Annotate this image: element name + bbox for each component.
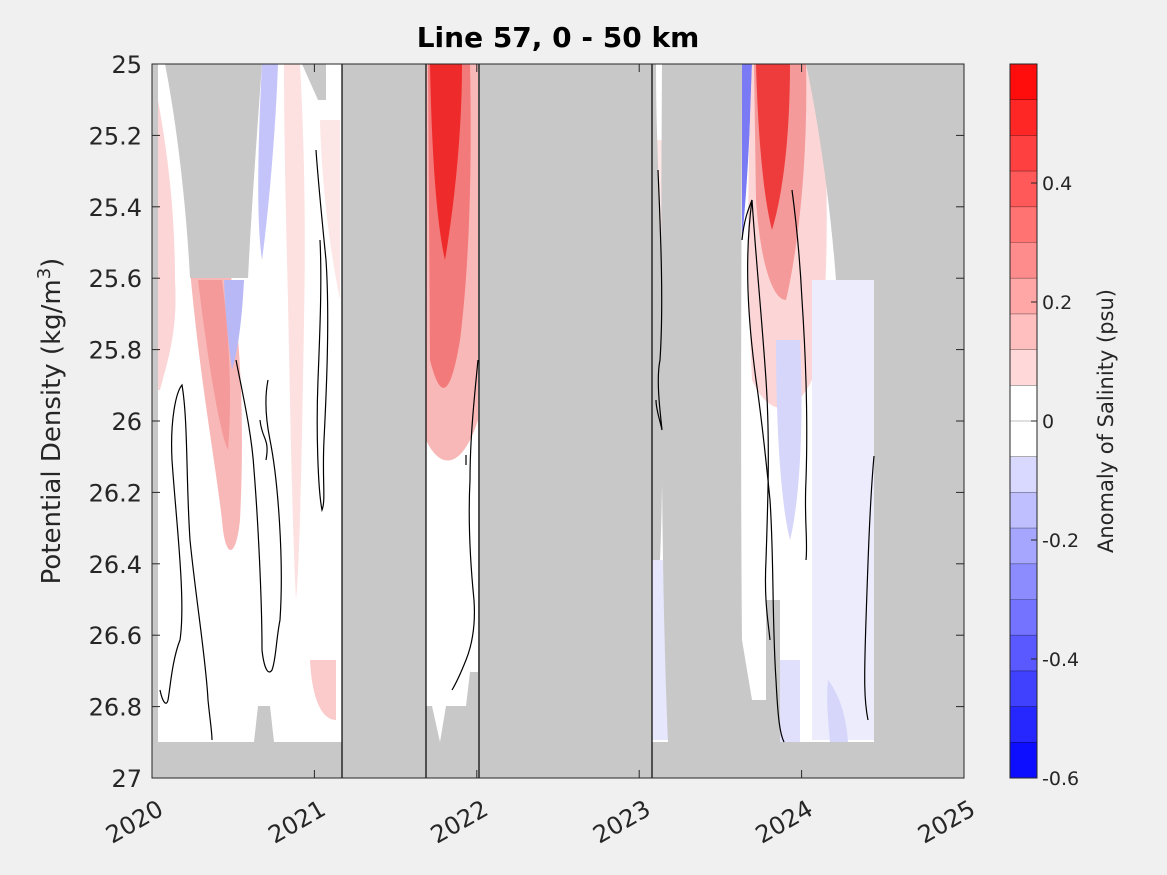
contour-2023-d <box>747 199 785 743</box>
colorbar-tick-label: 0.2 <box>1042 292 1072 314</box>
y-tick-label: 26 <box>111 408 142 436</box>
colorbar-tick-label: 0.4 <box>1042 173 1072 195</box>
y-axis-label: Potential Density (kg/m3) <box>34 258 67 585</box>
y-tick-label: 26.6 <box>89 622 142 650</box>
colorbar-level <box>1010 528 1037 565</box>
anomaly-pos-2021-core <box>430 64 462 260</box>
x-tick-label: 2022 <box>426 795 493 850</box>
colorbar-level <box>1010 599 1037 636</box>
no-data-2020-notch <box>254 706 274 742</box>
colorbar-level <box>1010 135 1037 172</box>
colorbar-tick-label: -0.4 <box>1042 649 1079 671</box>
colorbar-level <box>1010 563 1037 600</box>
no-data-2023-left <box>652 64 663 560</box>
colorbar-tick-label: 0 <box>1042 411 1054 433</box>
anomaly-neg-2023-a <box>742 64 752 240</box>
y-axis: 25 25.2 25.4 25.6 25.8 26 26.2 26.4 26.6 26.8 27 <box>89 51 964 793</box>
contour-2023-a <box>655 169 663 431</box>
colorbar-level <box>1010 278 1037 315</box>
y-tick-label: 26.4 <box>89 551 142 579</box>
no-data-2024-right <box>806 64 964 778</box>
colorbar-level <box>1010 99 1037 136</box>
y-tick-label: 25.2 <box>89 122 142 150</box>
anomaly-pos-2020-mid-core <box>198 280 230 450</box>
anomaly-neg-2023-b <box>776 340 802 540</box>
y-tick-label: 25.6 <box>89 265 142 293</box>
no-data-2020-top <box>165 64 262 278</box>
contour-2020-c <box>259 419 268 461</box>
anomaly-neg-2024-b <box>827 680 848 742</box>
colorbar-level <box>1010 635 1037 672</box>
no-data-2020-bottom <box>152 742 342 778</box>
x-tick-label: 2020 <box>101 795 168 850</box>
y-tick-label: 26.8 <box>89 694 142 722</box>
zero-contours <box>159 149 875 743</box>
colorbar-level <box>1010 706 1037 743</box>
anomaly-pos-2020-e <box>320 120 340 300</box>
anomaly-pos-2023-core <box>756 64 790 230</box>
colorbar-tick-label: -0.6 <box>1042 768 1079 790</box>
contour-2020-b <box>235 359 282 673</box>
y-axis-label-superscript: 3 <box>34 268 55 279</box>
colorbar-level <box>1010 171 1037 208</box>
chart-title: Line 57, 0 - 50 km <box>417 21 700 54</box>
contour-2023-c <box>791 189 808 561</box>
x-tick-label: 2021 <box>264 795 331 850</box>
colorbar-level <box>1010 242 1037 279</box>
colorbar-level <box>1010 492 1037 529</box>
no-data-2023-bottom <box>652 742 964 778</box>
y-tick-label: 25.8 <box>89 337 142 365</box>
colorbar-tick-label: -0.2 <box>1042 530 1079 552</box>
y-axis-label-main: Potential Density (kg/m <box>37 279 67 584</box>
anomaly-neg-2020-b <box>258 64 278 260</box>
no-data-2021-gap <box>342 64 426 778</box>
y-tick-label: 27 <box>111 765 142 793</box>
x-tick-label: 2024 <box>751 795 818 850</box>
colorbar-level <box>1010 670 1037 708</box>
no-data-2023-main <box>661 64 768 742</box>
colorbar: -0.6 -0.4 -0.2 0 0.2 0.4 <box>1009 63 1079 790</box>
y-axis-label-close: ) <box>37 258 67 268</box>
colorbar-level <box>1010 385 1037 422</box>
heatmap-field <box>152 64 964 778</box>
colorbar-level <box>1010 456 1037 493</box>
survey-boundaries <box>341 64 653 778</box>
no-data-2020-topright <box>302 64 326 100</box>
contour-2021-a <box>451 359 479 691</box>
colorbar-level <box>1010 64 1037 101</box>
colorbar-level <box>1010 742 1037 779</box>
anomaly-neg-2024-a <box>812 280 874 740</box>
y-tick-label: 26.2 <box>89 479 142 507</box>
colorbar-level <box>1010 313 1037 351</box>
y-tick-label: 25.4 <box>89 194 142 222</box>
colorbar-label: Anomaly of Salinity (psu) <box>1094 289 1118 553</box>
no-data-2021-bottom <box>426 672 478 778</box>
no-data-mask <box>152 64 964 778</box>
anomaly-pos-2020-c <box>284 64 305 600</box>
contour-2020-a <box>159 383 213 741</box>
x-tick-label: 2025 <box>913 795 980 850</box>
anomaly-neg-2020-a <box>224 280 244 370</box>
contour-2024-a <box>864 455 875 721</box>
anomaly-neg-2024-c <box>780 660 800 742</box>
no-data-2022-gap <box>478 64 652 778</box>
colorbar-level <box>1010 421 1037 458</box>
y-tick-label: 25 <box>111 51 142 79</box>
colorbar-level <box>1010 349 1037 386</box>
anomaly-pos-2020-d <box>310 660 336 720</box>
contour-2020-d <box>315 149 329 513</box>
colorbar-level <box>1010 206 1037 243</box>
x-tick-label: 2023 <box>588 795 655 850</box>
